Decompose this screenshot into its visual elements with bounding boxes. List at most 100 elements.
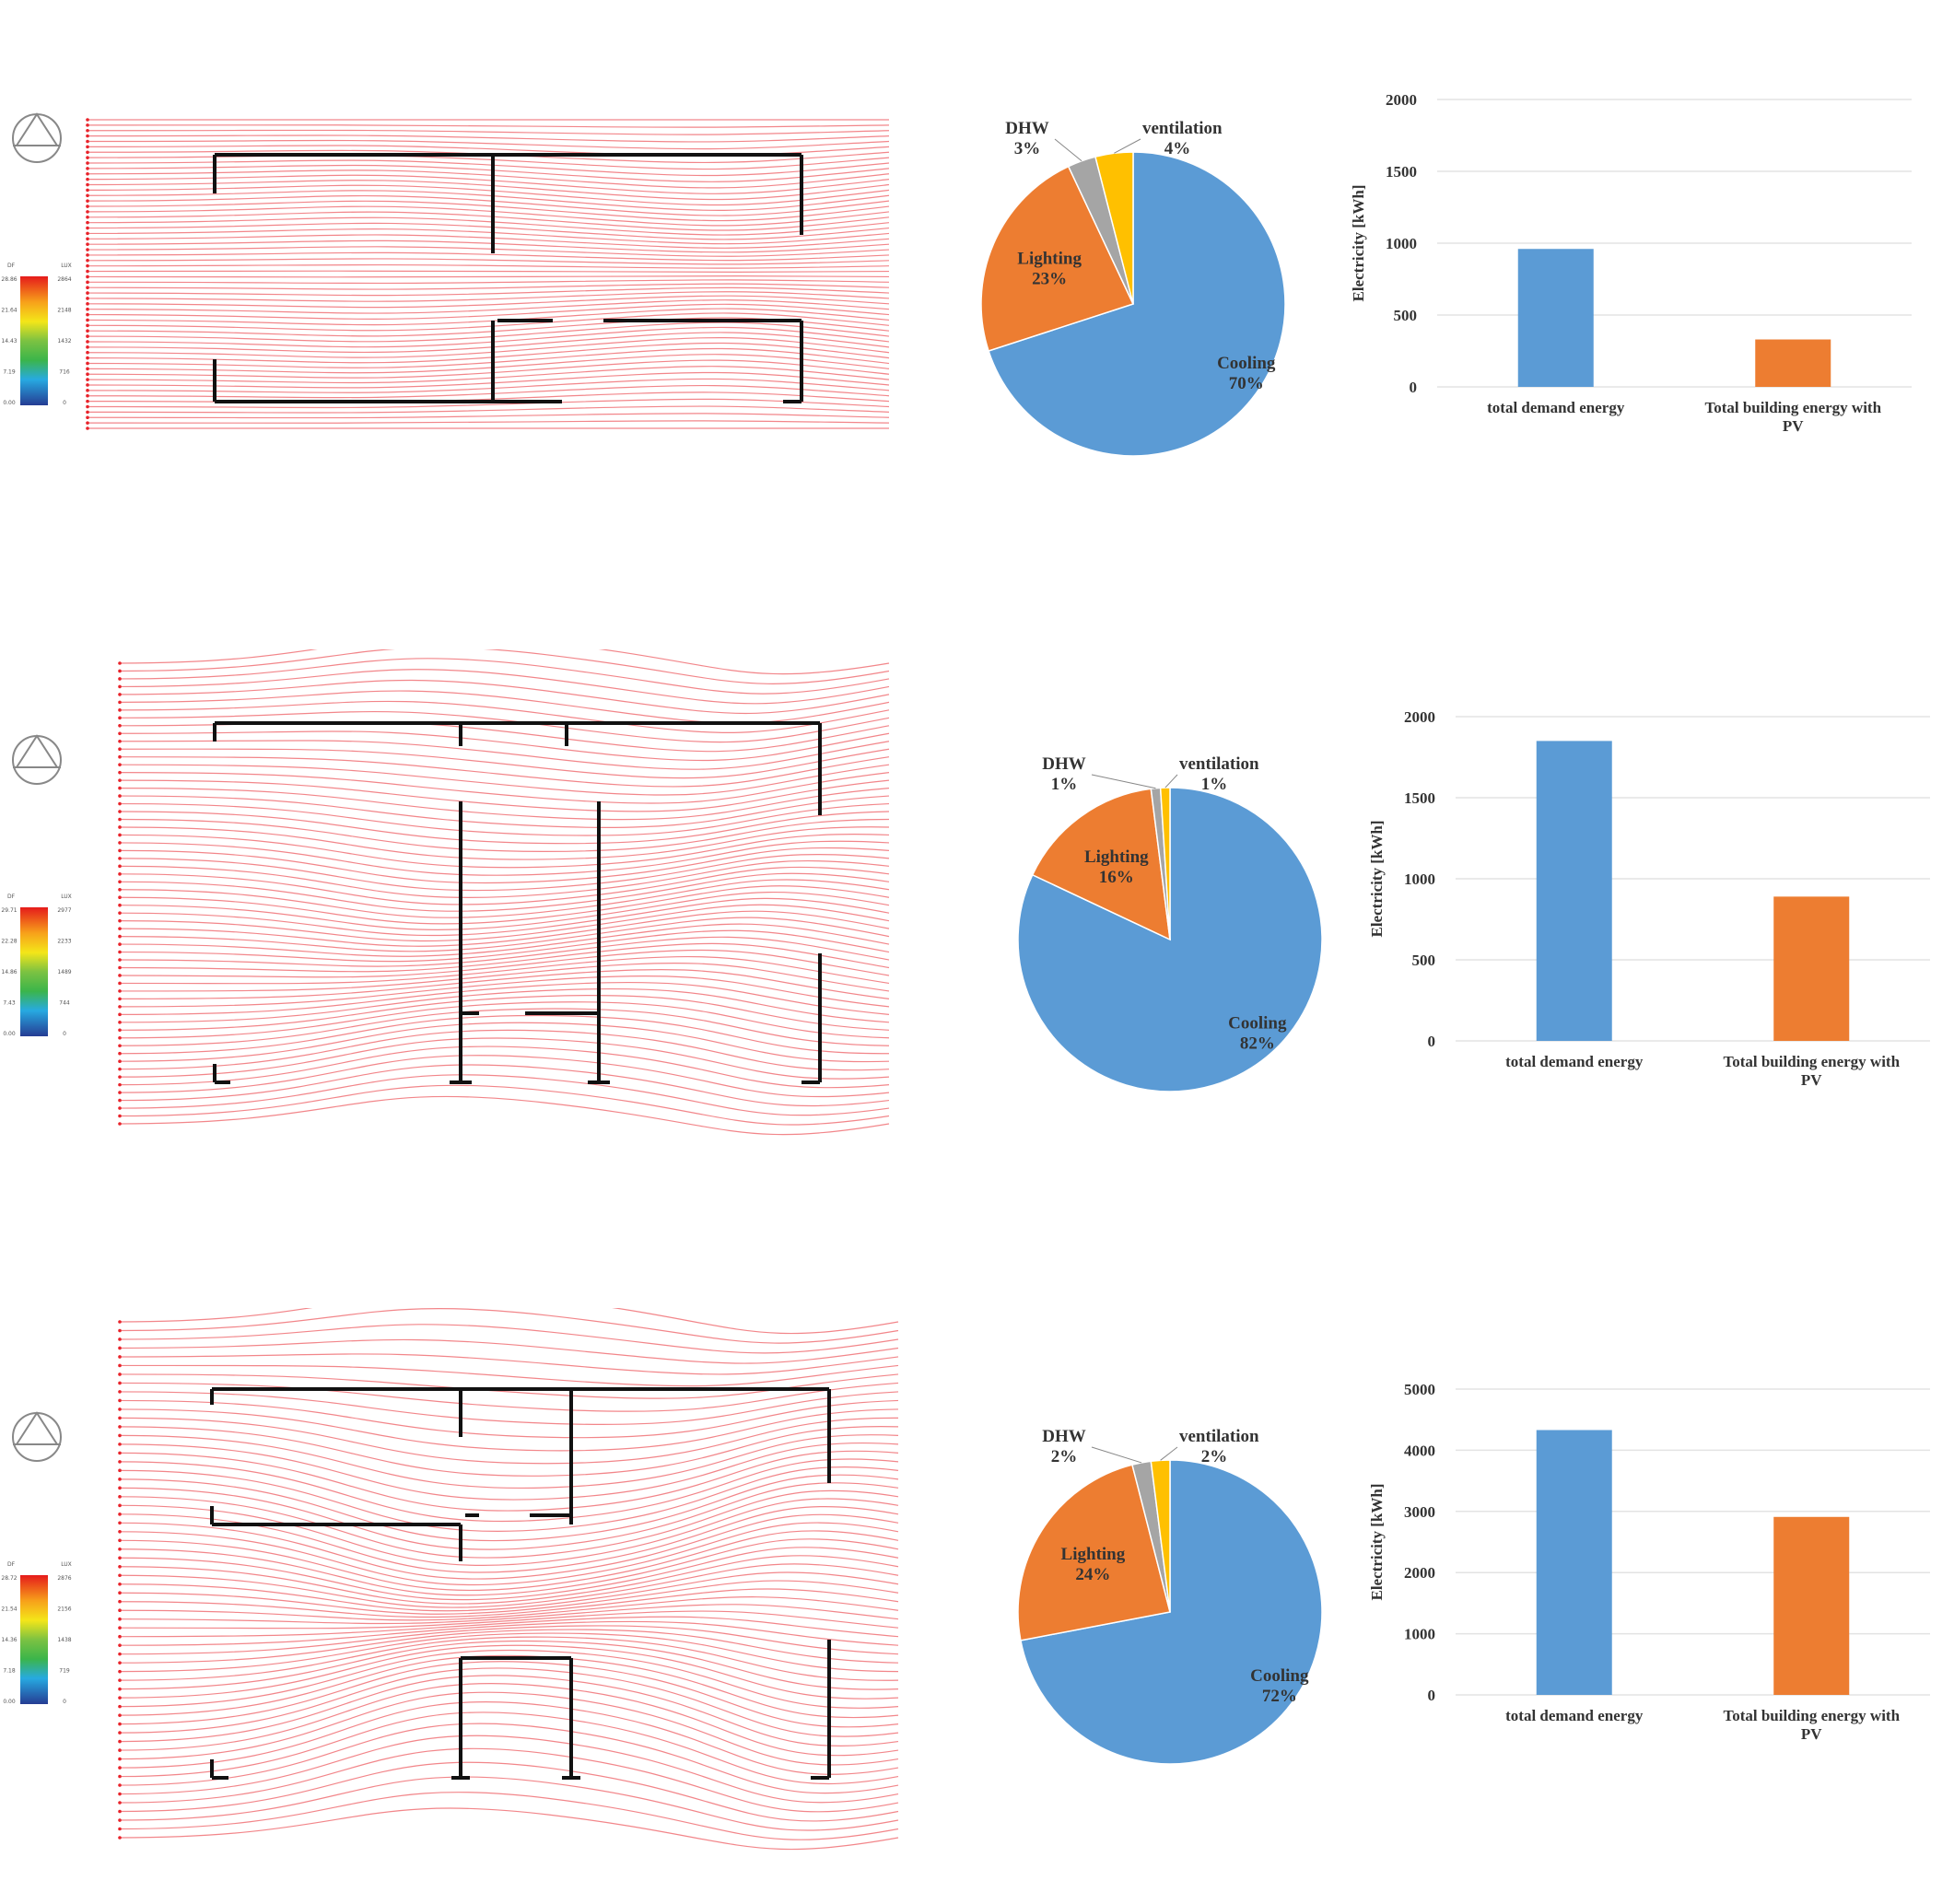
pie-slice-cooling <box>1020 1459 1323 1765</box>
streamline <box>119 1466 899 1532</box>
streamline <box>119 1055 890 1098</box>
streamline <box>119 1555 899 1605</box>
electricity-bar-chart-2: 0 500 1000 1500 2000 Electricity [kWh] total d… <box>1368 708 1930 1089</box>
streamline <box>119 1324 899 1354</box>
pie-slice-cooling <box>988 151 1286 457</box>
y-tick-label: 1500 <box>1404 789 1435 807</box>
streamline <box>87 228 890 245</box>
streamline <box>87 124 890 128</box>
streamline <box>119 710 890 743</box>
daylight-factor-color-scale: DF LUX 29.71 22.28 14.86 7.43 0.00 2977 2233 1489… <box>1 894 71 1037</box>
streamline <box>87 299 890 314</box>
scale-tick-right: 2233 <box>57 939 71 945</box>
streamline <box>119 1308 899 1344</box>
scale-tick-left: 7.18 <box>3 1668 16 1675</box>
streamline <box>119 1667 899 1737</box>
streamline <box>119 1064 890 1107</box>
streamline <box>87 211 890 231</box>
streamline <box>119 904 890 942</box>
pie-leader-dhw <box>1091 1446 1142 1464</box>
streamline <box>119 981 890 1015</box>
streamline <box>119 795 890 828</box>
streamline <box>87 246 890 257</box>
streamline <box>119 772 890 804</box>
electricity-bar-chart-1: 0 500 1000 1500 2000 Electricity [kWh] total d… <box>1350 91 1912 435</box>
scale-tick-right: 0 <box>63 1699 66 1705</box>
streamline <box>119 1074 890 1116</box>
pie-label-dhw-value: 1% <box>1051 775 1078 794</box>
streamline <box>119 872 890 912</box>
daylight-factor-color-scale: DF LUX 28.72 21.54 14.36 7.18 0.00 2876 2156 1438… <box>1 1561 71 1705</box>
pie-slice-ventilation <box>1094 151 1134 305</box>
streamline <box>119 885 890 925</box>
streamline <box>119 1538 899 1596</box>
plan-walls <box>213 721 822 1084</box>
y-tick-label: 1000 <box>1404 870 1435 888</box>
pie-label-ventilation-name: ventilation <box>1179 1427 1259 1446</box>
pie-label-dhw-value: 2% <box>1051 1447 1078 1466</box>
daylight-factor-color-scale: DF LUX 28.86 21.64 14.43 7.19 0.00 2864 2148 1432… <box>1 263 71 406</box>
streamline <box>119 1442 899 1501</box>
streamline <box>87 312 890 332</box>
streamline <box>119 949 890 978</box>
streamline <box>87 303 890 320</box>
streamline <box>119 859 890 898</box>
streamline <box>119 720 890 753</box>
streamline <box>119 1580 899 1615</box>
scale-tick-right: 1438 <box>57 1637 71 1643</box>
airflow-streamline-plan-1: DF LUX 28.86 21.64 14.43 7.19 0.00 2864 2148 1432… <box>1 112 890 430</box>
scale-tick-left: 28.72 <box>1 1575 17 1582</box>
pie-label-cooling-value: 82% <box>1240 1034 1275 1053</box>
streamline <box>119 1505 899 1573</box>
streamline <box>119 962 890 992</box>
streamline <box>87 174 890 194</box>
inlet-point <box>86 123 89 127</box>
y-tick-label: 2000 <box>1386 91 1417 109</box>
streamline <box>87 291 890 302</box>
streamline <box>87 129 890 135</box>
bar-total-demand <box>1536 1430 1612 1695</box>
pie-label-dhw-name: DHW <box>1042 754 1086 774</box>
streamline <box>87 354 890 374</box>
streamline <box>87 332 890 354</box>
y-axis-label: Electricity [kWh] <box>1368 1484 1386 1601</box>
streamline <box>119 923 890 957</box>
plan-walls <box>213 153 803 403</box>
streamline <box>87 405 890 414</box>
pie-label-cooling-name: Cooling <box>1250 1666 1309 1686</box>
y-tick-label: 1000 <box>1386 235 1417 252</box>
streamline <box>119 1776 899 1831</box>
scale-tick-left: 14.86 <box>1 969 17 975</box>
scale-tick-left: 0.00 <box>3 1031 16 1037</box>
scale-tick-left: 0.00 <box>3 400 16 406</box>
streamline <box>119 658 890 695</box>
streamline <box>119 811 890 845</box>
streamline <box>119 936 890 967</box>
streamline <box>119 1625 899 1655</box>
y-tick-label: 2000 <box>1404 1564 1435 1582</box>
pie-label-dhw-value: 3% <box>1014 139 1041 158</box>
y-tick-label: 1500 <box>1386 163 1417 181</box>
streamline <box>87 180 890 201</box>
streamline <box>119 1700 899 1775</box>
pie-slice-lighting <box>1031 788 1171 941</box>
streamline <box>119 1408 899 1452</box>
streamline <box>119 891 890 930</box>
streamline <box>87 371 890 389</box>
streamline <box>119 942 890 973</box>
streamline <box>87 222 890 240</box>
streamline <box>119 818 890 852</box>
streamline <box>119 1610 899 1629</box>
streamline <box>87 190 890 211</box>
streamline <box>119 1675 899 1747</box>
scale-tick-left: 21.64 <box>1 308 17 314</box>
scale-tick-left: 14.43 <box>1 338 17 345</box>
pie-label-ventilation-value: 4% <box>1164 139 1191 158</box>
scale-head-right: LUX <box>61 263 72 269</box>
streamline <box>119 826 890 860</box>
scale-tick-right: 2148 <box>57 308 71 314</box>
streamline <box>87 384 890 399</box>
streamline <box>119 1482 899 1550</box>
streamline <box>87 270 890 273</box>
streamline <box>119 649 890 684</box>
